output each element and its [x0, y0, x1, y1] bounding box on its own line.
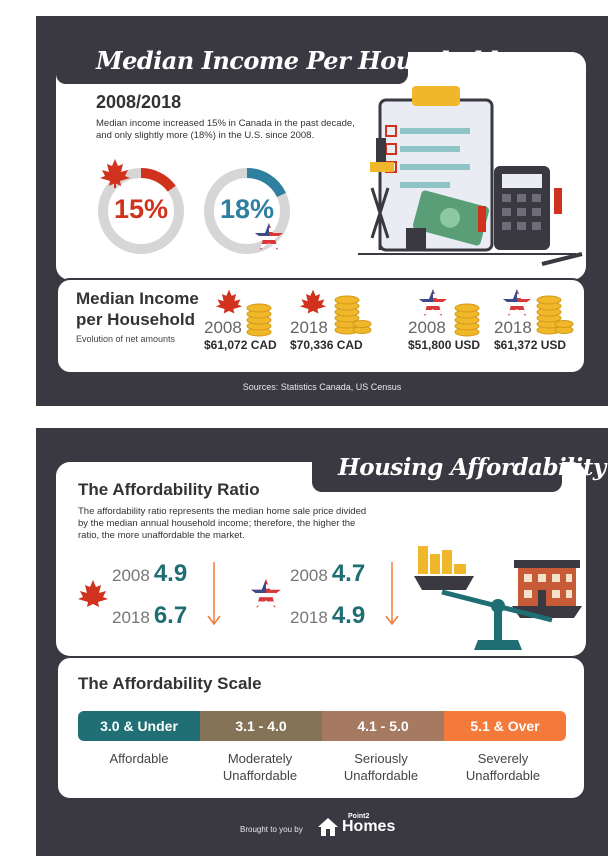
us-star-flag-icon	[250, 578, 282, 615]
income-year: 2018	[494, 318, 532, 337]
income-year: 2018	[290, 318, 328, 337]
scale-segment-moderate: 3.1 - 4.0	[200, 711, 322, 741]
income-value: $61,072 CAD	[204, 338, 277, 352]
down-arrow-icon	[206, 562, 222, 633]
canada-donut-chart	[98, 168, 184, 254]
maple-leaf-icon	[98, 158, 132, 193]
housing-panel: Housing Affordability The Affordability …	[36, 428, 608, 856]
scale-label-serious: Seriously Unaffordable	[343, 751, 419, 783]
canada-donut: 15%	[96, 166, 186, 256]
down-arrow-icon	[384, 562, 400, 633]
finance-illustration	[346, 78, 586, 279]
scale-label-affordable: Affordable	[109, 751, 169, 766]
income-item: 2008 $61,072 CAD	[204, 288, 294, 368]
ratio-year: 2008	[112, 566, 150, 585]
scale-label-severe: Severely Unaffordable	[465, 751, 541, 783]
scale-label-moderate: Moderately Unaffordable	[222, 751, 298, 783]
income-value: $70,336 CAD	[290, 338, 363, 352]
balance-scale-illustration	[412, 540, 584, 657]
income-panel-title: Median Income Per Household	[96, 46, 498, 75]
coin-stack-icon	[536, 295, 574, 335]
canada-ratio-2008: 2008 4.9	[112, 560, 187, 588]
housing-panel-title: Housing Affordability	[338, 454, 606, 481]
us-increase-label: 18%	[219, 194, 275, 224]
coin-stack-icon	[334, 295, 372, 335]
income-value: $61,372 USD	[494, 338, 567, 352]
income-value: $51,800 USD	[408, 338, 481, 352]
income-title-banner	[56, 38, 408, 84]
ratio-value: 4.9	[153, 560, 188, 587]
maple-leaf-icon	[76, 576, 110, 617]
maple-leaf-icon	[215, 289, 243, 314]
income-item: 2018 $70,336 CAD	[290, 288, 380, 368]
brought-by-text: Brought to you by	[240, 825, 303, 834]
ratio-value: 4.9	[331, 602, 366, 629]
us-ratio-2008: 2008 4.7	[290, 560, 365, 588]
us-star-flag-icon	[503, 289, 531, 316]
median-income-subtitle: Evolution of net amounts	[76, 334, 176, 344]
year-range: 2008/2018	[96, 92, 182, 112]
coin-stack-icon	[454, 303, 480, 337]
ratio-year: 2018	[112, 608, 150, 627]
income-panel: Median Income Per Household 2008/2018 Me…	[36, 16, 608, 406]
coin-stack-icon	[246, 303, 272, 337]
income-year: 2008	[204, 318, 242, 337]
us-star-flag-icon	[419, 289, 447, 316]
income-description: Median income increased 15% in Canada in…	[96, 118, 355, 141]
logo-text: Homes	[342, 818, 396, 835]
income-year: 2008	[408, 318, 446, 337]
ratio-year: 2018	[290, 608, 328, 627]
house-logo-icon	[316, 816, 340, 843]
income-item: 2008 $51,800 USD	[408, 288, 498, 368]
housing-title-banner	[312, 446, 562, 492]
sources-note: Sources: Statistics Canada, US Census	[242, 382, 402, 392]
scale-segment-affordable: 3.0 & Under	[78, 711, 200, 741]
logo-small-text: Point2	[348, 813, 370, 820]
median-income-title: Median Income per Household	[76, 289, 199, 329]
income-item: 2018 $61,372 USD	[494, 288, 584, 368]
us-ratio-2018: 2018 4.9	[290, 602, 365, 630]
scale-segment-severe: 5.1 & Over	[444, 711, 566, 741]
ratio-title: The Affordability Ratio	[78, 480, 260, 499]
ratio-year: 2008	[290, 566, 328, 585]
maple-leaf-icon	[299, 289, 327, 314]
us-donut-chart	[204, 168, 290, 254]
scale-title: The Affordability Scale	[78, 674, 262, 693]
ratio-value: 4.7	[331, 560, 366, 587]
median-income-card	[56, 278, 586, 374]
us-star-flag-icon	[254, 222, 284, 257]
ratio-description: The affordability ratio represents the m…	[78, 506, 367, 541]
canada-increase-label: 15%	[113, 194, 169, 224]
ratio-value: 6.7	[153, 602, 188, 629]
us-donut: 18%	[202, 166, 292, 256]
scale-segment-serious: 4.1 - 5.0	[322, 711, 444, 741]
canada-ratio-2018: 2018 6.7	[112, 602, 187, 630]
